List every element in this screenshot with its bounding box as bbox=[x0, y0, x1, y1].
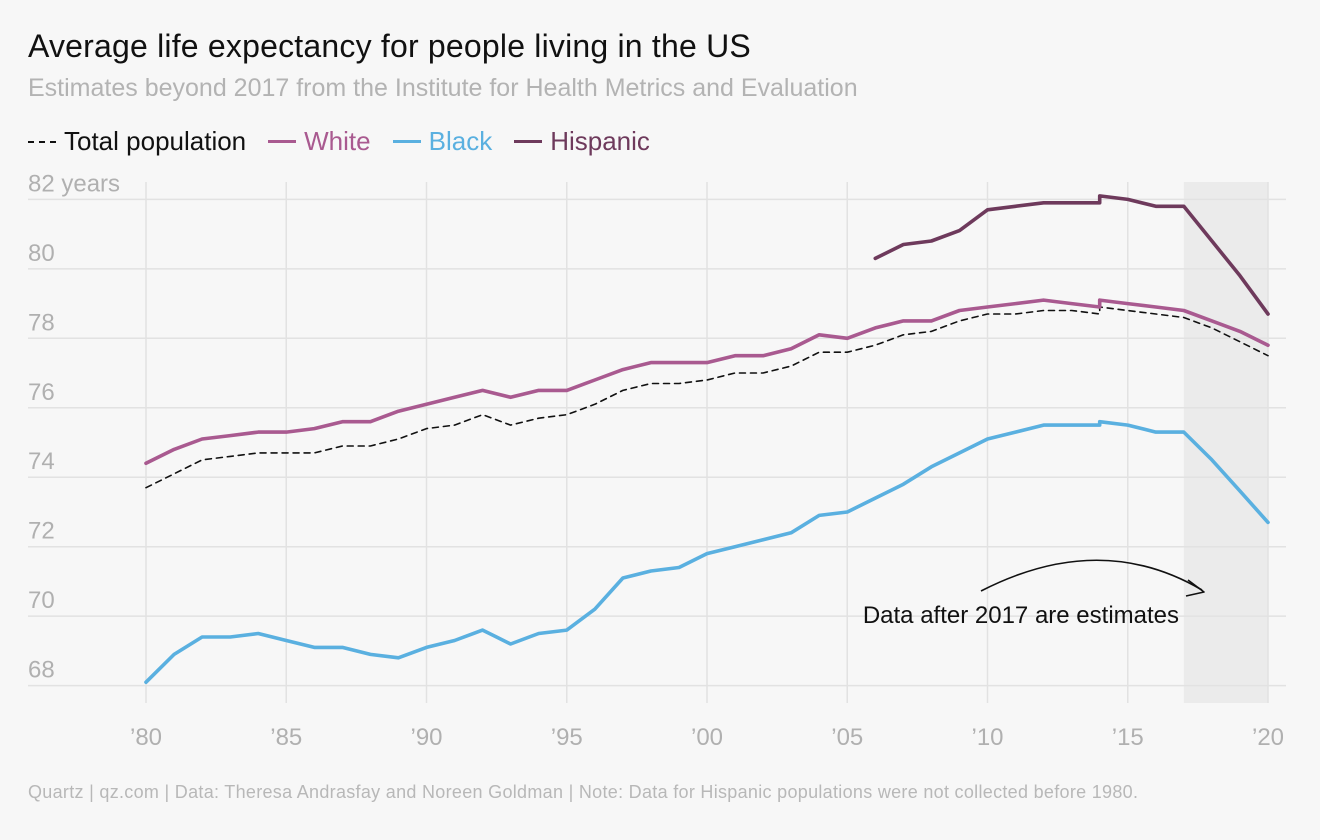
legend-label-hispanic: Hispanic bbox=[550, 126, 650, 156]
x-tick-label: ’95 bbox=[551, 724, 583, 751]
chart-subtitle: Estimates beyond 2017 from the Institute… bbox=[28, 74, 858, 102]
y-tick-label: 78 bbox=[28, 309, 55, 336]
legend-label-white: White bbox=[304, 126, 371, 156]
y-tick-label: 82 years bbox=[28, 170, 120, 197]
legend-item-black: Black bbox=[392, 126, 493, 157]
x-tick-label: ’20 bbox=[1252, 724, 1284, 751]
legend-item-total: Total population bbox=[28, 126, 246, 157]
x-tick-label: ’15 bbox=[1112, 724, 1144, 751]
footer-source: Quartz | qz.com | Data: Theresa Andrasfa… bbox=[28, 782, 1139, 802]
x-tick-label: ’85 bbox=[270, 724, 302, 751]
x-tick-label: ’00 bbox=[691, 724, 723, 751]
y-tick-label: 74 bbox=[28, 448, 55, 475]
legend-swatch-black bbox=[392, 140, 421, 143]
y-tick-label: 72 bbox=[28, 518, 55, 545]
series-line-black bbox=[144, 419, 1270, 685]
x-tick-label: ’05 bbox=[831, 724, 863, 751]
legend-label-black: Black bbox=[428, 126, 493, 156]
y-tick-label: 80 bbox=[28, 240, 55, 267]
legend-item-white: White bbox=[268, 126, 371, 157]
legend-swatch-total bbox=[28, 140, 56, 143]
series-line-white bbox=[144, 298, 1270, 466]
legend: Total population White Black Hispanic bbox=[28, 126, 650, 157]
x-tick-label: ’80 bbox=[130, 724, 162, 751]
legend-swatch-hispanic bbox=[514, 140, 543, 143]
y-tick-label: 76 bbox=[28, 379, 55, 406]
annotation-text: Data after 2017 are estimates bbox=[863, 602, 1179, 629]
annotation-arrowhead bbox=[1185, 579, 1205, 597]
y-tick-label: 70 bbox=[28, 587, 55, 614]
annotation-arrow bbox=[980, 559, 1203, 592]
legend-item-hispanic: Hispanic bbox=[514, 126, 650, 157]
legend-swatch-white bbox=[268, 140, 297, 143]
series-line-total-population bbox=[145, 306, 1269, 489]
x-tick-label: ’90 bbox=[410, 724, 442, 751]
chart-title: Average life expectancy for people livin… bbox=[28, 28, 751, 64]
x-tick-label: ’10 bbox=[971, 724, 1003, 751]
series-line-hispanic bbox=[873, 194, 1270, 316]
legend-label-total: Total population bbox=[64, 126, 247, 156]
y-tick-label: 68 bbox=[28, 657, 55, 684]
